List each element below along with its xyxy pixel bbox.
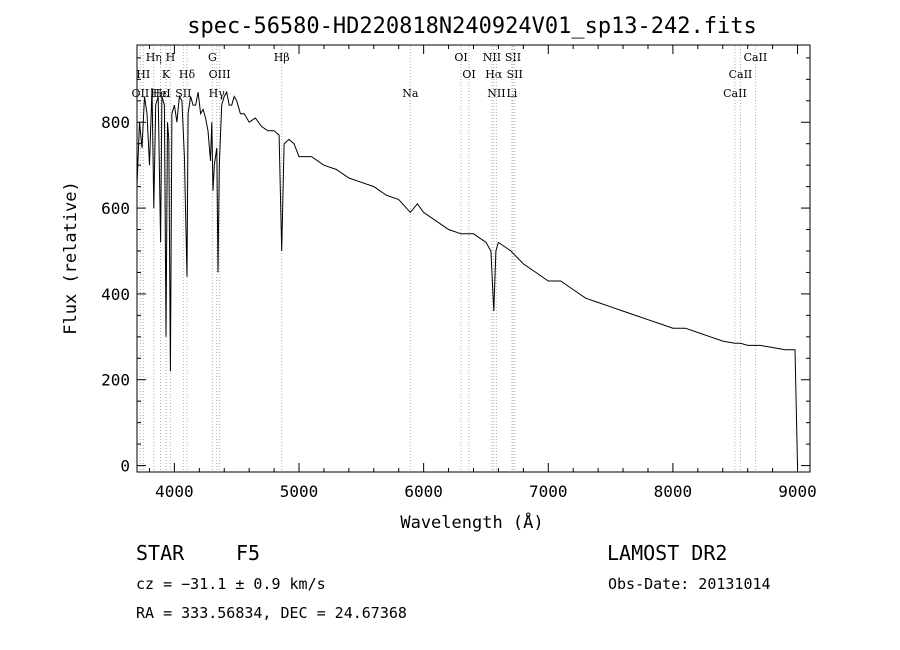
axis-ticks: 4000 5000 6000 7000 8000 9000 0 200 400 600 800 <box>101 45 817 501</box>
line-marker-label: Hα <box>485 68 503 81</box>
line-marker-label: SII <box>507 68 523 81</box>
observation-date: Obs-Date: 20131014 <box>608 575 771 593</box>
coordinates: RA = 333.56834, DEC = 24.67368 <box>136 604 407 622</box>
line-marker-label: Hβ <box>274 51 290 64</box>
chart-title: spec-56580-HD220818N240924V01_sp13-242.f… <box>187 14 757 39</box>
line-marker-label: Hε <box>153 87 169 100</box>
line-marker-label: G <box>208 51 217 64</box>
y-tick-label: 600 <box>101 199 130 218</box>
line-marker-label: SII <box>505 51 521 64</box>
y-tick-label: 800 <box>101 113 130 132</box>
line-marker-label: H <box>166 51 176 64</box>
x-tick-label: 6000 <box>404 482 443 501</box>
plot-frame <box>136 44 811 473</box>
y-axis-label: Flux (relative) <box>61 181 81 335</box>
line-marker-label: Na <box>402 87 419 100</box>
x-tick-label: 5000 <box>280 482 319 501</box>
y-tick-label: 200 <box>101 371 130 390</box>
x-tick-label: 7000 <box>529 482 568 501</box>
line-marker-label: OI <box>454 51 467 64</box>
line-marker-label: CaII <box>723 87 747 100</box>
line-marker-label: Hγ <box>209 87 226 100</box>
x-tick-label: 8000 <box>654 482 693 501</box>
y-tick-label: 0 <box>120 457 130 476</box>
line-marker-label: K <box>162 68 171 81</box>
line-marker-label: OII <box>132 87 150 100</box>
y-tick-label: 400 <box>101 285 130 304</box>
redshift-velocity: cz = −31.1 ± 0.9 km/s <box>136 575 326 593</box>
line-marker-label: CaII <box>744 51 768 64</box>
line-marker-label: Hη <box>146 51 162 64</box>
object-class: STAR <box>136 541 185 565</box>
line-marker-label: CaII <box>729 68 753 81</box>
spectrum-series-line <box>136 87 798 466</box>
line-marker-label: Hδ <box>179 68 196 81</box>
x-tick-label: 9000 <box>778 482 817 501</box>
object-subclass: F5 <box>236 541 261 565</box>
line-marker-label: NII <box>483 51 501 64</box>
line-marker-label: OIII <box>209 68 231 81</box>
line-marker-label: OI <box>462 68 475 81</box>
x-axis-label: Wavelength (Å) <box>400 511 543 533</box>
line-marker-label: Li <box>506 87 517 100</box>
line-marker-label: HeI <box>150 87 170 100</box>
x-tick-label: 4000 <box>155 482 194 501</box>
line-marker-label: HI <box>136 68 150 81</box>
line-marker-label: NII <box>487 87 505 100</box>
survey-name: LAMOST DR2 <box>607 541 728 565</box>
line-marker-label: SII <box>175 87 191 100</box>
